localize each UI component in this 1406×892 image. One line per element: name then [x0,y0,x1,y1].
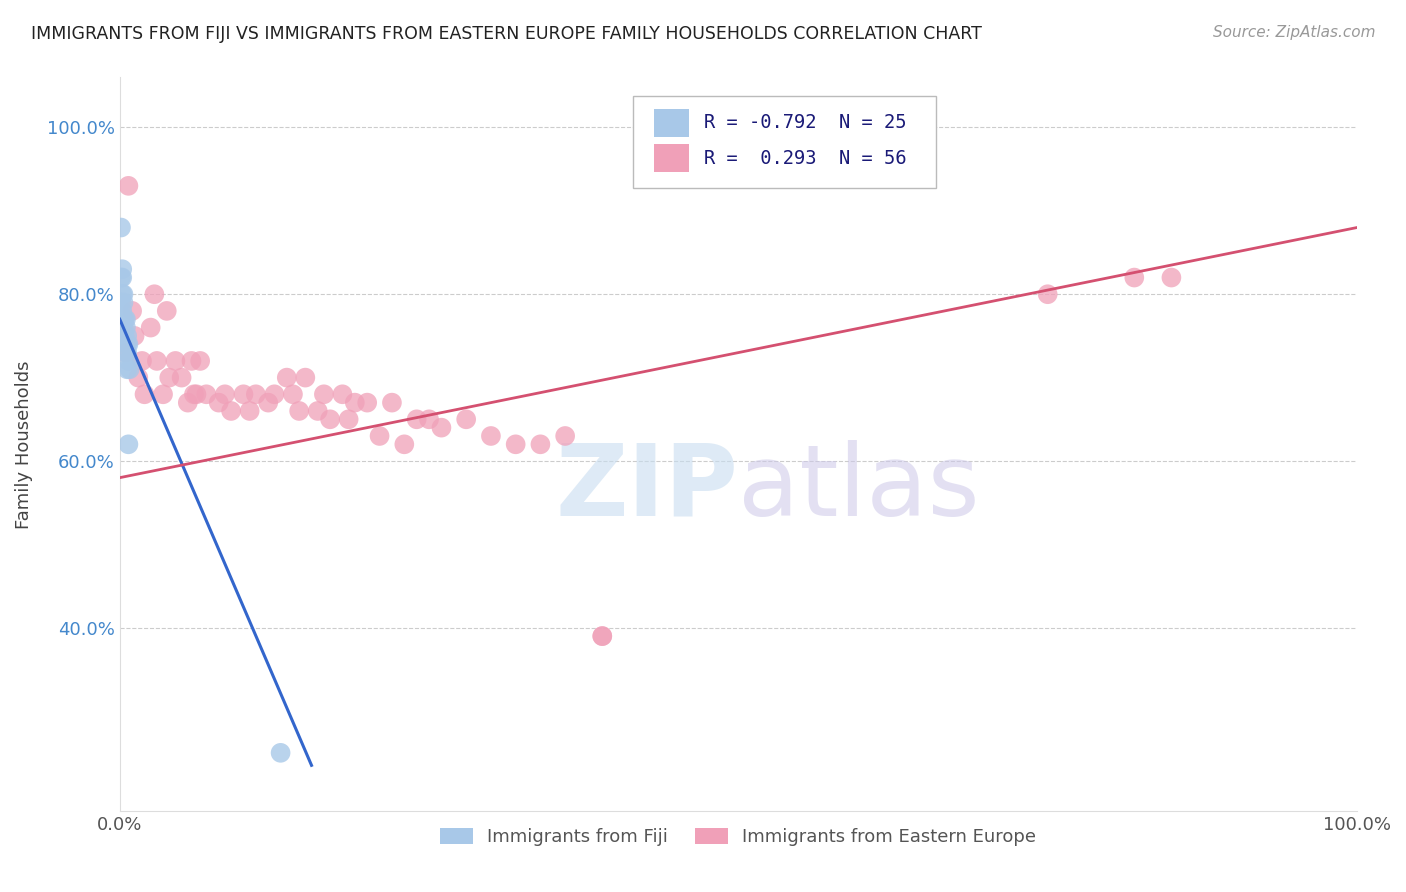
Point [111,287,134,301]
FancyBboxPatch shape [633,95,936,187]
Point [110,220,132,235]
Point [430,420,453,434]
Point [146,354,169,368]
Point [114,312,136,326]
Point [232,387,254,401]
Point [529,437,551,451]
Point [121,304,143,318]
Point [479,429,502,443]
Point [1036,287,1059,301]
Point [591,629,613,643]
Point [177,395,200,409]
Point [127,370,149,384]
Point [157,370,180,384]
Point [117,337,139,351]
Point [456,412,478,426]
Point [554,429,576,443]
Point [112,295,135,310]
Point [111,270,134,285]
Point [131,354,153,368]
Point [270,746,292,760]
Point [110,270,132,285]
Y-axis label: Family Households: Family Households [15,360,32,529]
Point [312,387,335,401]
Point [239,404,262,418]
FancyBboxPatch shape [654,145,689,172]
Point [112,320,135,334]
Point [294,370,316,384]
Point [245,387,267,401]
Text: atlas: atlas [738,440,980,537]
Text: ZIP: ZIP [555,440,738,537]
Point [118,362,141,376]
Point [195,387,218,401]
Point [405,412,427,426]
Point [152,387,174,401]
Point [117,178,139,193]
Point [111,304,134,318]
Legend: Immigrants from Fiji, Immigrants from Eastern Europe: Immigrants from Fiji, Immigrants from Ea… [433,821,1043,854]
Point [1123,270,1146,285]
Point [257,395,280,409]
Point [165,354,187,368]
Text: Source: ZipAtlas.com: Source: ZipAtlas.com [1212,25,1375,40]
Point [1160,270,1182,285]
Point [124,329,146,343]
Point [115,312,138,326]
Point [143,287,166,301]
Point [112,287,135,301]
Point [115,345,138,359]
Point [208,395,231,409]
Point [368,429,391,443]
Point [343,395,366,409]
Point [332,387,354,401]
Point [505,437,527,451]
Point [319,412,342,426]
Point [281,387,304,401]
Point [110,295,132,310]
Point [183,387,205,401]
Point [394,437,416,451]
Point [115,362,138,376]
Point [263,387,285,401]
Point [214,387,236,401]
Point [117,354,139,368]
Point [180,354,202,368]
Point [219,404,242,418]
Text: R = -0.792  N = 25: R = -0.792 N = 25 [704,113,907,132]
Point [112,312,135,326]
Point [381,395,404,409]
Point [186,387,208,401]
Point [418,412,440,426]
Point [115,345,138,359]
Point [591,629,613,643]
Point [356,395,378,409]
Point [114,329,136,343]
Point [115,329,138,343]
Point [276,370,298,384]
Text: R =  0.293  N = 56: R = 0.293 N = 56 [704,149,907,168]
Point [134,387,156,401]
Point [115,320,138,334]
Point [307,404,329,418]
Point [115,337,138,351]
Point [170,370,193,384]
FancyBboxPatch shape [654,109,689,136]
Point [111,262,134,277]
Point [139,320,162,334]
Text: IMMIGRANTS FROM FIJI VS IMMIGRANTS FROM EASTERN EUROPE FAMILY HOUSEHOLDS CORRELA: IMMIGRANTS FROM FIJI VS IMMIGRANTS FROM … [31,25,981,43]
Point [188,354,211,368]
Point [115,345,138,359]
Point [117,437,139,451]
Point [288,404,311,418]
Point [156,304,179,318]
Point [337,412,360,426]
